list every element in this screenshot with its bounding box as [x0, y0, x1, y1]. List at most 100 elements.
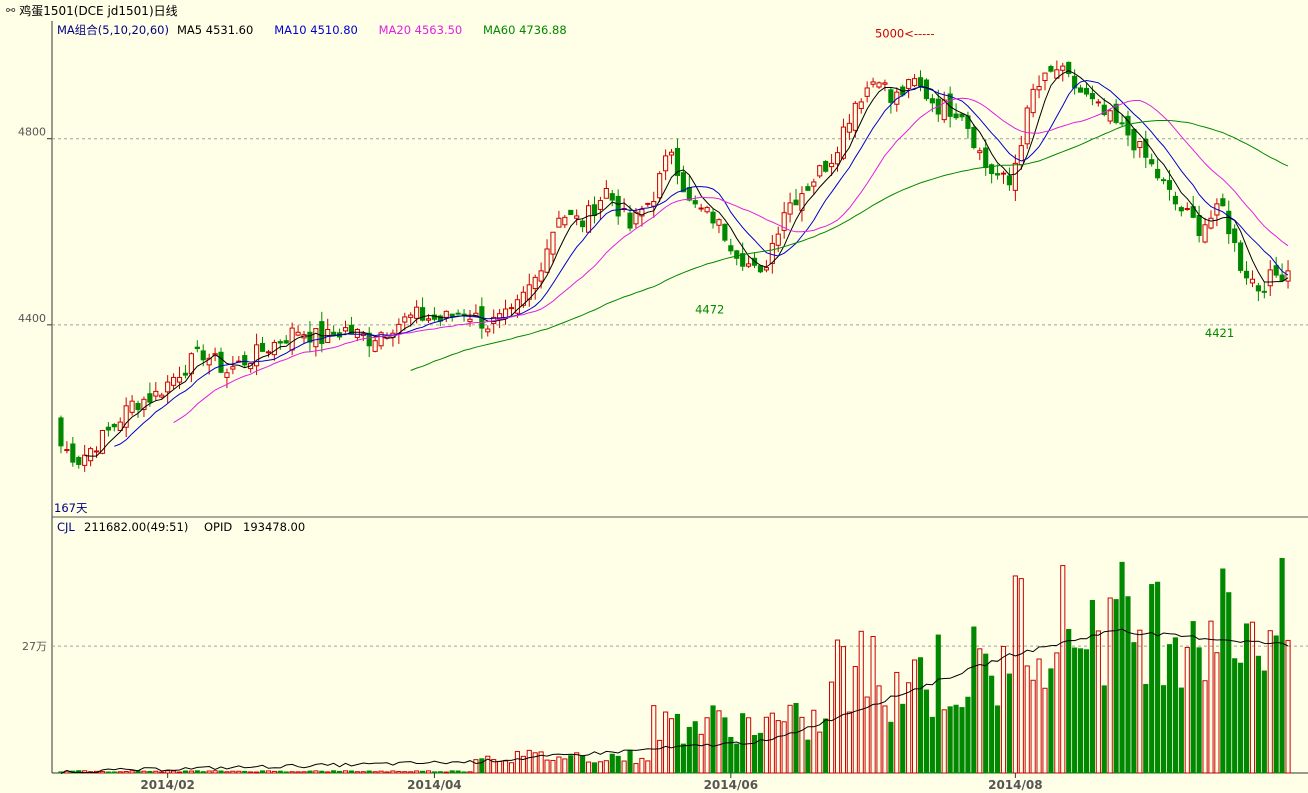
volume-bar	[811, 709, 817, 774]
volume-bar	[763, 716, 769, 774]
candle	[746, 256, 752, 269]
volume-bar	[313, 770, 319, 774]
candle	[532, 274, 538, 300]
candle	[923, 78, 930, 101]
volume-bar	[402, 771, 408, 774]
volume-bar	[900, 703, 906, 774]
volume-bar	[437, 771, 443, 774]
volume-bar	[692, 721, 698, 774]
volume-bar	[1119, 561, 1125, 774]
volume-bar	[580, 755, 586, 774]
volume-bar	[805, 739, 811, 774]
volume-bar	[502, 760, 509, 774]
candle	[135, 400, 141, 418]
volume-bar	[1214, 652, 1220, 774]
volume-bar	[443, 771, 449, 774]
volume-bar	[461, 771, 467, 774]
candle	[657, 171, 663, 202]
candle	[787, 192, 793, 223]
volume-bar	[769, 712, 775, 774]
volume-bar	[568, 755, 574, 774]
volume-bar	[929, 716, 935, 774]
candle	[1000, 170, 1007, 184]
candle	[1273, 256, 1279, 278]
volume-bar	[64, 770, 70, 774]
volume-bar	[994, 705, 1001, 774]
volume-bar	[1143, 683, 1149, 774]
candle	[171, 373, 177, 390]
candle	[1113, 99, 1119, 125]
candle	[1166, 169, 1173, 201]
candle	[265, 349, 272, 358]
volume-bar	[734, 743, 740, 774]
candle	[331, 325, 337, 336]
chart-annotation: 5000<-----	[875, 27, 935, 41]
candle	[858, 98, 864, 114]
volume-bar	[117, 771, 123, 774]
volume-bar	[609, 753, 615, 774]
candle	[1131, 127, 1137, 159]
volume-bar	[176, 771, 183, 774]
volume-bar	[1077, 648, 1084, 774]
candle	[1184, 202, 1190, 211]
volume-bar	[188, 770, 194, 774]
candle	[259, 336, 266, 352]
chart-annotation: 167天	[54, 501, 88, 515]
volume-bar	[1018, 578, 1024, 774]
candle	[1160, 177, 1167, 185]
candle	[1024, 105, 1030, 149]
candle	[295, 325, 301, 337]
volume-panel	[58, 558, 1291, 774]
volume-bar	[360, 771, 366, 774]
volume-bar	[799, 716, 805, 774]
volume-bar	[888, 721, 894, 774]
volume-bar	[277, 770, 283, 774]
candle	[710, 208, 716, 229]
candle	[64, 441, 70, 454]
candle	[408, 312, 414, 327]
candle	[1048, 64, 1054, 73]
candle	[639, 205, 645, 227]
volume-bar	[1238, 662, 1244, 774]
volume-bar	[372, 771, 378, 774]
candle	[82, 444, 88, 472]
candle	[1119, 114, 1125, 127]
candle	[348, 316, 355, 335]
candle	[1267, 260, 1273, 296]
volume-bar	[906, 682, 912, 774]
candle	[1107, 108, 1113, 125]
candle	[1249, 270, 1256, 288]
candle	[277, 339, 283, 350]
candle	[271, 339, 277, 361]
candle	[852, 100, 858, 138]
candle	[698, 203, 704, 212]
volume-bar	[947, 706, 953, 774]
candle	[1238, 240, 1244, 274]
volume-bar	[455, 770, 461, 774]
volume-bar	[485, 755, 491, 774]
chart-annotation: 4472	[695, 302, 724, 316]
volume-bar	[1072, 647, 1078, 774]
volume-bar	[787, 704, 793, 774]
candle	[485, 325, 491, 337]
volume-bar	[834, 639, 841, 774]
volume-bar	[153, 770, 159, 774]
price-tick-label: 4400	[18, 312, 46, 325]
candle	[58, 415, 64, 454]
candle	[70, 437, 76, 467]
candle	[888, 87, 894, 114]
volume-bar	[384, 771, 390, 774]
volume-bar	[544, 759, 550, 774]
chart-title: 鸡蛋1501(DCE jd1501)日线	[19, 4, 178, 18]
candle	[1006, 167, 1013, 191]
volume-bar	[1101, 685, 1107, 774]
candle	[366, 327, 372, 357]
volume-bar	[1107, 597, 1113, 774]
volume-bar	[141, 770, 147, 774]
volume-bar	[550, 759, 556, 774]
candle	[307, 321, 313, 353]
volume-bar	[307, 770, 313, 774]
volume-bar	[858, 630, 864, 774]
candle	[716, 218, 722, 234]
volume-bar	[597, 761, 603, 774]
